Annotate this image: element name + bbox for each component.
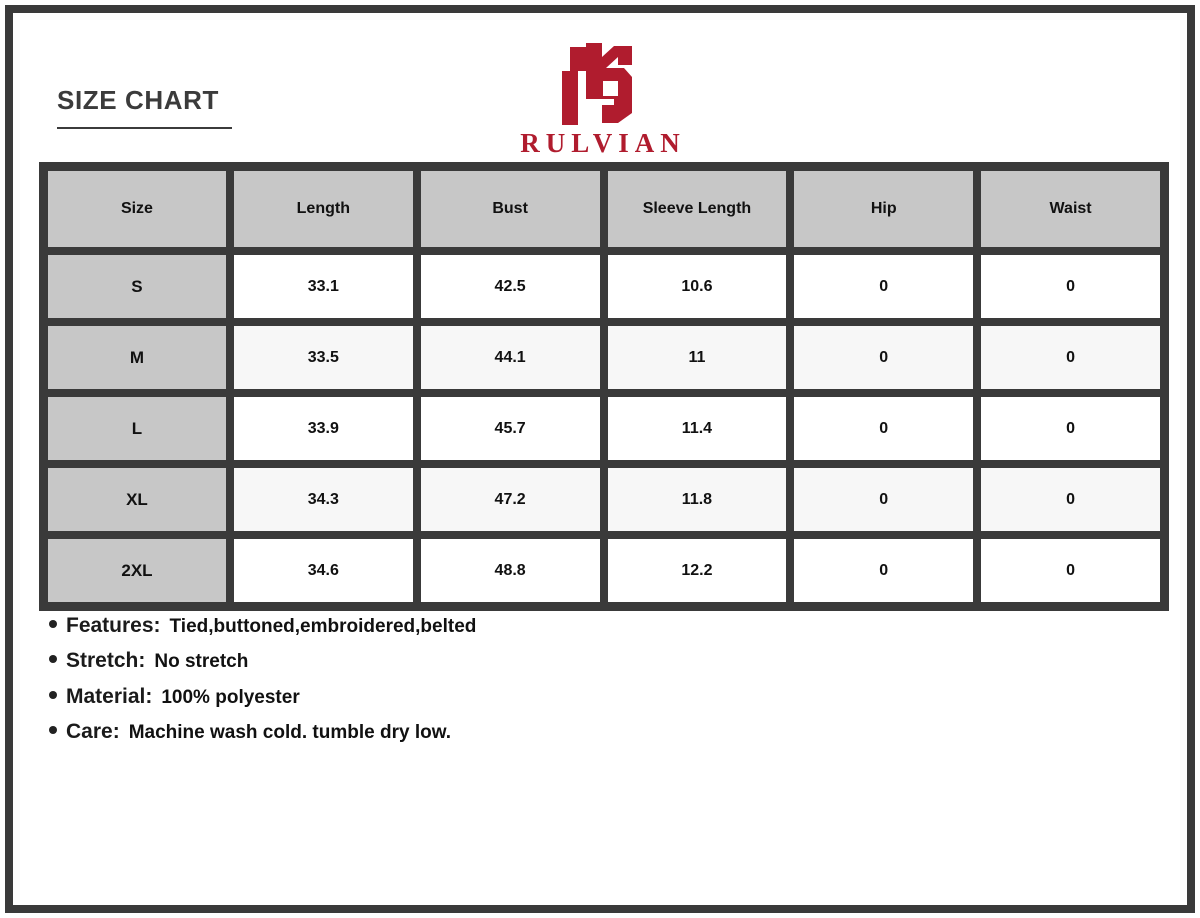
cell-hip: 0 [790, 464, 978, 535]
column-header-size: Size [44, 167, 230, 251]
product-notes-list: Features: Tied,buttoned,embroidered,belt… [49, 613, 1149, 754]
column-header-waist: Waist [977, 167, 1164, 251]
cell-hip: 0 [790, 535, 978, 606]
cell-waist: 0 [977, 535, 1164, 606]
table-row: S 33.1 42.5 10.6 0 0 [44, 251, 1164, 322]
cell-waist: 0 [977, 464, 1164, 535]
page-title: SIZE CHART [57, 85, 219, 115]
cell-sleeve-length: 11 [603, 322, 791, 393]
rulvian-r-monogram-icon [562, 43, 632, 125]
note-label: Care: [66, 719, 120, 743]
cell-length: 33.5 [229, 322, 417, 393]
cell-sleeve-length: 11.8 [603, 464, 791, 535]
brand-logo: RULVIAN [470, 41, 730, 157]
header: SIZE CHART [13, 13, 1187, 157]
note-value: No stretch [154, 651, 249, 673]
note-label: Stretch: [66, 649, 146, 673]
title-underline [57, 127, 232, 129]
cell-bust: 42.5 [416, 251, 604, 322]
cell-bust: 48.8 [416, 535, 604, 606]
column-header-hip: Hip [790, 167, 978, 251]
cell-length: 34.3 [229, 464, 417, 535]
list-item: Stretch: No stretch [49, 648, 1149, 674]
column-header-sleeve-length: Sleeve Length [603, 167, 791, 251]
cell-sleeve-length: 11.4 [603, 393, 791, 464]
bullet-icon [49, 620, 57, 628]
note-value: 100% polyester [161, 686, 300, 708]
cell-length: 33.9 [229, 393, 417, 464]
note-label: Features: [66, 614, 161, 637]
table-row: L 33.9 45.7 11.4 0 0 [44, 393, 1164, 464]
brand-wordmark: RULVIAN [520, 128, 686, 158]
cell-waist: 0 [977, 322, 1164, 393]
list-item: Care: Machine wash cold. tumble dry low. [49, 719, 1149, 745]
cell-size: M [44, 322, 230, 393]
cell-size: XL [44, 464, 230, 535]
cell-length: 33.1 [229, 251, 417, 322]
size-chart-table: Size Length Bust Sleeve Length Hip Waist… [39, 162, 1169, 611]
table-row: M 33.5 44.1 11 0 0 [44, 322, 1164, 393]
cell-sleeve-length: 12.2 [603, 535, 791, 606]
cell-bust: 44.1 [416, 322, 604, 393]
cell-hip: 0 [790, 322, 978, 393]
note-value: Tied,buttoned,embroidered,belted [169, 616, 477, 637]
bullet-icon [49, 690, 57, 699]
bullet-icon [49, 725, 57, 734]
cell-bust: 47.2 [416, 464, 604, 535]
list-item: Features: Tied,buttoned,embroidered,belt… [49, 613, 1149, 639]
table-row: XL 34.3 47.2 11.8 0 0 [44, 464, 1164, 535]
cell-hip: 0 [790, 393, 978, 464]
column-header-length: Length [229, 167, 417, 251]
cell-hip: 0 [790, 251, 978, 322]
page-title-block: SIZE CHART [57, 87, 232, 129]
size-chart-table-container: Size Length Bust Sleeve Length Hip Waist… [39, 162, 1169, 611]
note-label: Material: [66, 684, 153, 708]
table-header-row: Size Length Bust Sleeve Length Hip Waist [44, 167, 1164, 251]
table-row: 2XL 34.6 48.8 12.2 0 0 [44, 535, 1164, 606]
cell-sleeve-length: 10.6 [603, 251, 791, 322]
cell-bust: 45.7 [416, 393, 604, 464]
cell-size: 2XL [44, 535, 230, 606]
cell-length: 34.6 [229, 535, 417, 606]
note-value: Machine wash cold. tumble dry low. [128, 721, 452, 743]
list-item: Material: 100% polyester [49, 684, 1149, 710]
cell-waist: 0 [977, 393, 1164, 464]
column-header-bust: Bust [416, 167, 604, 251]
cell-waist: 0 [977, 251, 1164, 322]
cell-size: L [44, 393, 230, 464]
cell-size: S [44, 251, 230, 322]
page-border-frame: SIZE CHART [5, 5, 1195, 913]
bullet-icon [49, 655, 57, 664]
